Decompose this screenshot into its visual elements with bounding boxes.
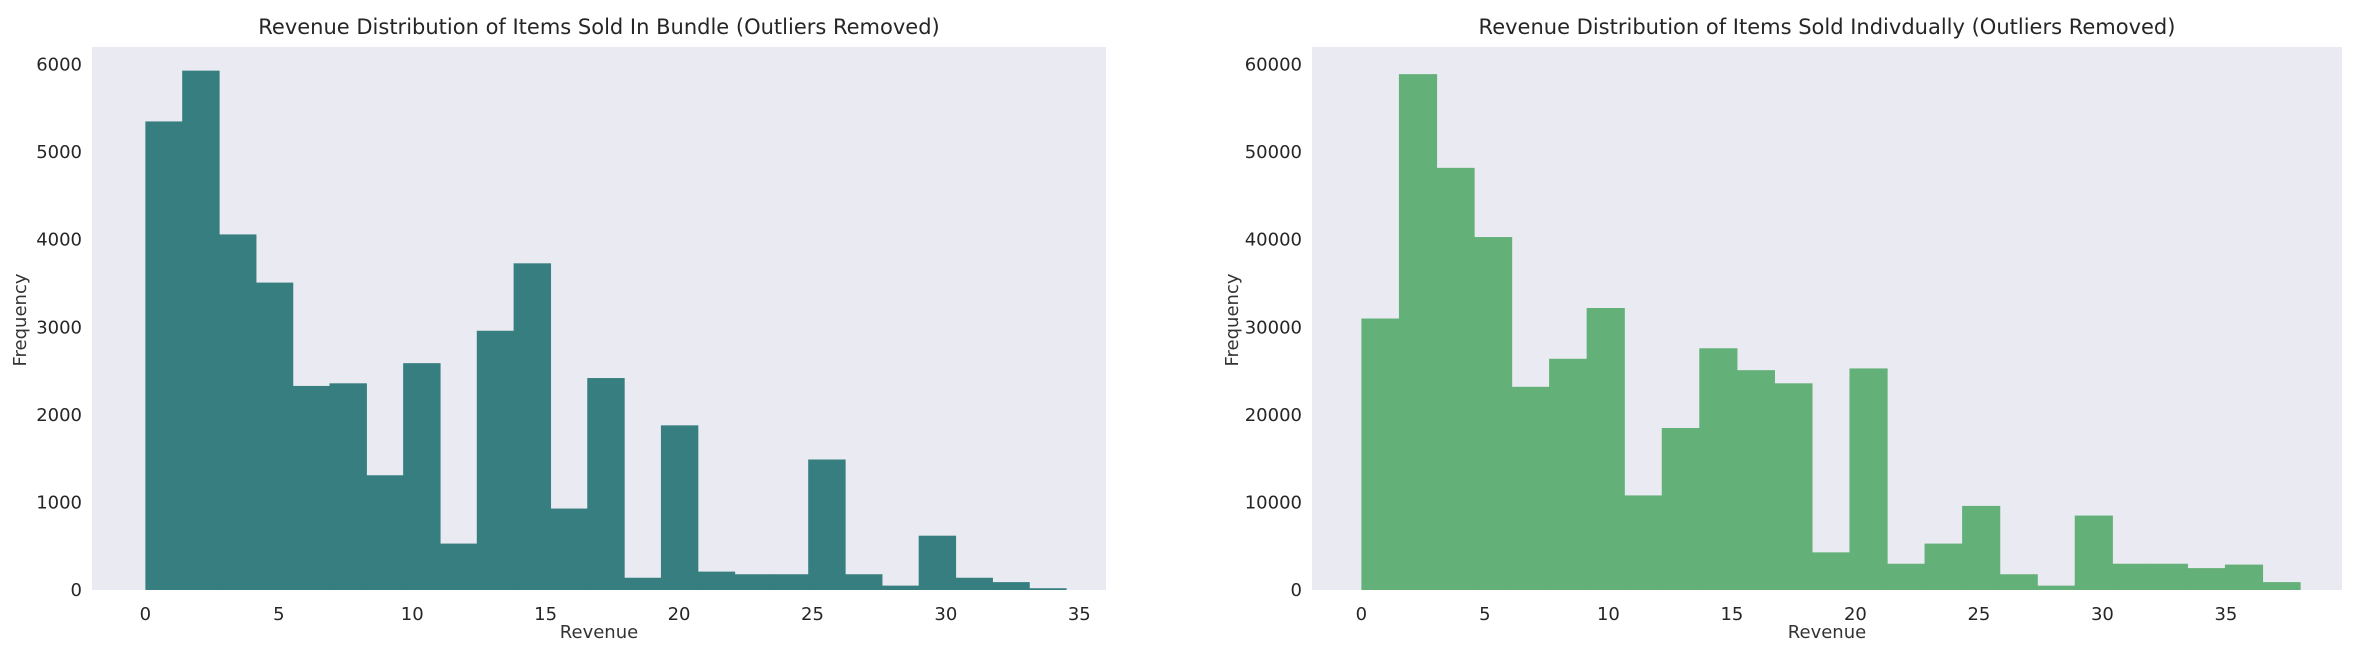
histogram-bar-bundle <box>329 383 367 590</box>
histogram-bar-individual <box>1436 167 1475 591</box>
histogram-bar-individual <box>1774 383 1813 590</box>
x-tick-label-bundle: 0 <box>140 604 151 625</box>
x-tick-label-individual: 10 <box>1597 604 1620 625</box>
histogram-bar-individual <box>1699 348 1738 590</box>
histogram-bar-bundle <box>439 543 478 590</box>
histogram-bar-individual <box>1999 574 2038 590</box>
histogram-bar-bundle <box>587 378 625 590</box>
histogram-bar-individual <box>1398 74 1438 590</box>
histogram-bar-individual <box>2149 563 2188 590</box>
histogram-bar-bundle <box>624 577 662 590</box>
y-tick-label-bundle: 0 <box>71 580 82 601</box>
y-axis-label-bundle: Frequency <box>10 273 31 366</box>
y-tick-label-bundle: 1000 <box>36 492 82 513</box>
y-tick-label-bundle: 3000 <box>36 317 82 338</box>
chart-individual: Revenue Distribution of Items Sold Indiv… <box>1222 15 2342 643</box>
y-tick-label-bundle: 4000 <box>36 230 82 251</box>
histogram-bar-bundle <box>660 425 699 590</box>
histogram-bar-bundle <box>403 363 441 590</box>
histogram-bar-individual <box>1549 358 1588 590</box>
histogram-bar-individual <box>2187 568 2226 590</box>
y-ticks-bundle: 0 1000 2000 3000 4000 5000 6000 <box>36 55 82 601</box>
x-tick-label-individual: 35 <box>2214 604 2237 625</box>
y-tick-label-bundle: 2000 <box>36 405 82 426</box>
x-tick-label-bundle: 25 <box>801 604 824 625</box>
histogram-bar-individual <box>1924 543 1963 590</box>
histogram-bar-bundle <box>734 574 772 590</box>
y-tick-label-individual: 40000 <box>1245 230 1302 251</box>
x-tick-label-individual: 5 <box>1479 604 1490 625</box>
bars-bundle <box>145 70 1067 591</box>
histogram-bar-individual <box>2112 563 2151 590</box>
chart-bundle: Revenue Distribution of Items Sold In Bu… <box>10 15 1106 643</box>
x-tick-label-bundle: 5 <box>273 604 284 625</box>
x-tick-label-individual: 15 <box>1720 604 1743 625</box>
histogram-bar-bundle <box>992 582 1030 590</box>
y-tick-label-bundle: 6000 <box>36 55 82 76</box>
y-tick-label-individual: 0 <box>1291 580 1302 601</box>
y-tick-label-individual: 60000 <box>1245 55 1302 76</box>
histogram-bar-bundle <box>550 508 588 590</box>
y-ticks-individual: 0 10000 20000 30000 40000 50000 60000 <box>1245 55 1302 601</box>
histogram-bar-individual <box>2037 585 2076 590</box>
y-tick-label-bundle: 5000 <box>36 142 82 163</box>
x-tick-label-bundle: 20 <box>668 604 691 625</box>
x-tick-label-bundle: 15 <box>534 604 557 625</box>
histogram-bar-individual <box>1361 318 1400 590</box>
histogram-bar-individual <box>1849 368 1888 590</box>
histogram-bar-individual <box>2074 515 2113 590</box>
histogram-bar-individual <box>2224 564 2264 590</box>
histogram-bar-bundle <box>918 535 957 590</box>
histogram-bar-individual <box>1511 386 1550 590</box>
histogram-bar-bundle <box>182 70 220 590</box>
x-tick-label-bundle: 10 <box>401 604 424 625</box>
x-tick-label-individual: 30 <box>2091 604 2114 625</box>
bars-individual <box>1361 74 2301 591</box>
histogram-bar-individual <box>2262 582 2301 590</box>
histogram-bar-bundle <box>771 574 809 590</box>
y-tick-label-individual: 30000 <box>1245 317 1302 338</box>
histogram-bar-individual <box>1736 370 1775 590</box>
x-tick-label-bundle: 30 <box>934 604 957 625</box>
histogram-bar-individual <box>1586 307 1625 590</box>
histogram-bar-individual <box>1887 563 1926 590</box>
x-tick-label-individual: 20 <box>1844 604 1867 625</box>
y-tick-label-individual: 50000 <box>1245 142 1302 163</box>
x-ticks-bundle: 0 5 10 15 20 25 30 35 <box>140 604 1091 625</box>
x-axis-label-individual: Revenue <box>1788 622 1866 643</box>
y-tick-label-individual: 10000 <box>1245 492 1302 513</box>
histogram-bar-individual <box>1474 237 1513 591</box>
y-axis-label-individual: Frequency <box>1222 273 1243 366</box>
histogram-bar-bundle <box>292 385 331 590</box>
histogram-bar-bundle <box>955 577 993 590</box>
histogram-bar-bundle <box>808 459 846 590</box>
x-tick-label-individual: 25 <box>1967 604 1990 625</box>
histogram-bar-individual <box>1811 552 1851 590</box>
histogram-bar-bundle <box>513 263 552 590</box>
histogram-bar-bundle <box>476 330 515 590</box>
histogram-bar-bundle <box>697 571 736 590</box>
histogram-bar-bundle <box>881 585 920 590</box>
chart-title-bundle: Revenue Distribution of Items Sold In Bu… <box>258 15 940 39</box>
histogram-bar-bundle <box>845 574 883 590</box>
histogram-bar-individual <box>1624 495 1663 590</box>
chart-title-individual: Revenue Distribution of Items Sold Indiv… <box>1479 15 2176 39</box>
histogram-bar-bundle <box>366 475 404 590</box>
x-tick-label-individual: 0 <box>1356 604 1367 625</box>
x-ticks-individual: 0 5 10 15 20 25 30 35 <box>1356 604 2238 625</box>
histogram-bar-bundle <box>1029 588 1067 590</box>
histogram-bar-individual <box>1962 505 2001 590</box>
histogram-bar-individual <box>1661 427 1700 590</box>
x-axis-label-bundle: Revenue <box>560 622 638 643</box>
histogram-bar-bundle <box>219 234 257 591</box>
x-tick-label-bundle: 35 <box>1068 604 1091 625</box>
y-tick-label-individual: 20000 <box>1245 405 1302 426</box>
histogram-bar-bundle <box>145 121 183 590</box>
histogram-bar-bundle <box>255 282 294 590</box>
